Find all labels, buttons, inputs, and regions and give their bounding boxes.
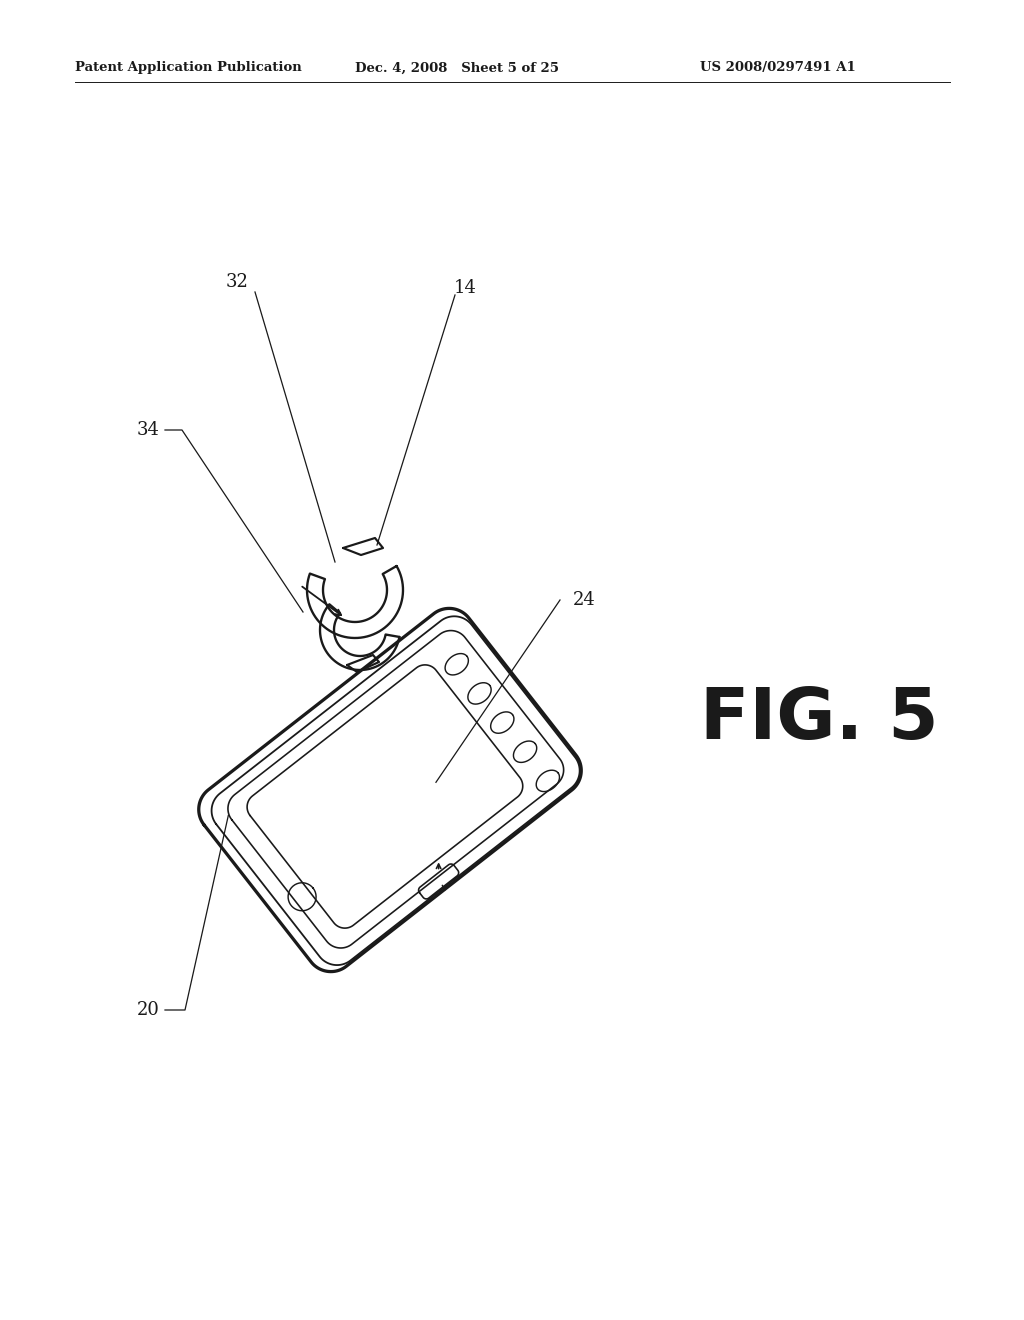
Text: 32: 32 (225, 273, 249, 290)
Text: FIG. 5: FIG. 5 (700, 685, 939, 755)
Text: 24: 24 (573, 591, 596, 609)
Text: Dec. 4, 2008   Sheet 5 of 25: Dec. 4, 2008 Sheet 5 of 25 (355, 62, 559, 74)
Text: 20: 20 (136, 1001, 160, 1019)
Text: 34: 34 (136, 421, 160, 440)
Text: US 2008/0297491 A1: US 2008/0297491 A1 (700, 62, 856, 74)
Text: 14: 14 (454, 279, 476, 297)
Text: Patent Application Publication: Patent Application Publication (75, 62, 302, 74)
